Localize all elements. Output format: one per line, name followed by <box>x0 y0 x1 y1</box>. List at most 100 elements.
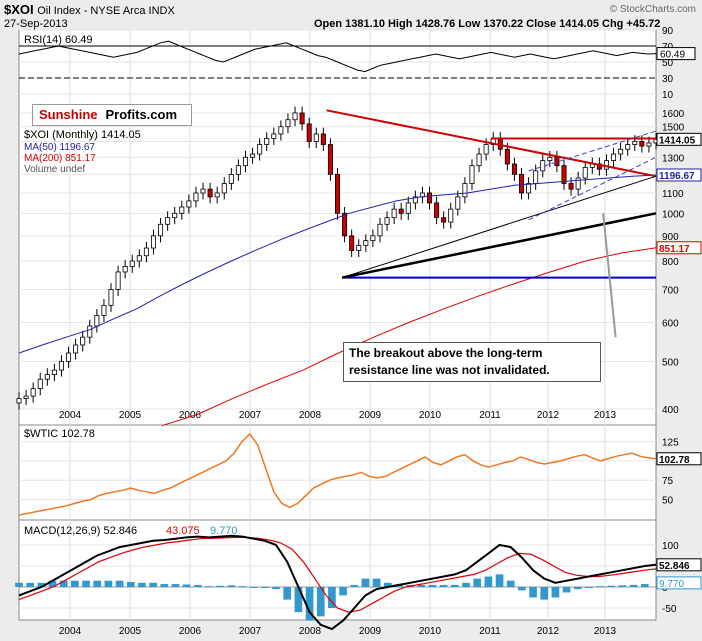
macd-histogram-bar <box>629 584 638 587</box>
macd-hist-legend: 9.770 <box>210 525 238 537</box>
macd-histogram-bar <box>138 582 146 587</box>
candle-body <box>625 144 631 150</box>
candle-body <box>611 153 617 162</box>
rsi-y-tick-label: 90 <box>662 26 674 37</box>
x-tick-label-price: 2008 <box>299 410 322 421</box>
candle-body <box>30 388 36 397</box>
macd-signal-line <box>18 536 657 613</box>
candle-body <box>441 217 447 223</box>
rsi-y-tick-label: 50 <box>662 58 674 69</box>
rsi-badge: 60.49 <box>660 50 685 61</box>
candle-body <box>122 266 128 273</box>
candle-body <box>44 374 50 380</box>
candle-body <box>356 245 362 251</box>
x-tick-label-bottom: 2011 <box>479 626 501 637</box>
rsi-y-tick-label: 10 <box>662 90 674 101</box>
macd-histogram-bar <box>361 578 370 587</box>
macd-histogram-bar <box>104 580 113 587</box>
candle-body <box>150 235 156 249</box>
macd-histogram-bar <box>395 584 403 587</box>
x-tick-label-price: 2013 <box>594 410 617 421</box>
macd-histogram-bar <box>82 580 90 587</box>
candle-body <box>511 163 517 175</box>
candle-body <box>427 192 433 204</box>
candle-body <box>136 255 142 262</box>
macd-signal-legend: 43.075 <box>166 525 200 537</box>
ma200-line <box>161 247 657 427</box>
macd-histogram-bar <box>484 576 493 587</box>
macd-histogram-bar <box>573 587 582 590</box>
macd-histogram-bar <box>540 587 549 600</box>
candle-body <box>646 142 652 147</box>
price-y-tick-label: 1600 <box>662 109 685 120</box>
x-tick-label-bottom: 2005 <box>119 626 142 637</box>
macd-y-tick-label: -50 <box>662 604 677 615</box>
macd-histogram-bar <box>529 587 537 598</box>
candle-body <box>391 208 397 219</box>
candle-body <box>370 235 376 242</box>
candle-body <box>582 166 588 179</box>
candle-body <box>257 144 263 155</box>
candle-body <box>51 369 57 375</box>
x-tick-label-price: 2006 <box>179 410 202 421</box>
wtic-y-tick-label: 50 <box>662 496 674 507</box>
x-tick-label-price: 2005 <box>119 410 142 421</box>
macd-histogram-bar <box>272 587 280 590</box>
rsi-legend: RSI(14) 60.49 <box>24 34 92 46</box>
macd-histogram-bar <box>71 580 79 587</box>
x-tick-label-bottom: 2010 <box>419 626 442 637</box>
macd-histogram-bar <box>383 582 392 587</box>
chart-date: 27-Sep-2013 <box>4 18 68 30</box>
candle-body <box>129 260 135 267</box>
macd-histogram-bar <box>261 587 269 588</box>
support-line-thin <box>342 175 657 279</box>
candle-body <box>200 188 206 194</box>
candle-body <box>377 223 383 237</box>
candle-body <box>250 153 256 158</box>
candle-body <box>292 112 298 121</box>
macd-histogram-bar <box>59 580 68 587</box>
macd-histogram-bar <box>417 584 426 587</box>
channel-upper <box>528 130 657 172</box>
candle-body <box>483 144 489 155</box>
macd-badge-box <box>656 558 702 572</box>
candle-body <box>398 208 404 214</box>
candle-body <box>23 395 29 400</box>
candle-body <box>94 315 100 327</box>
ma50-badge-box <box>656 168 702 182</box>
x-tick-label-price: 2009 <box>359 410 382 421</box>
macd-histogram-bar <box>350 584 359 587</box>
macd-histogram-bar <box>328 587 336 608</box>
macd-histogram-bar <box>450 584 459 587</box>
candle-body <box>221 183 227 194</box>
price-y-tick-label: 1000 <box>662 209 685 220</box>
macd-histogram-bar <box>518 587 526 591</box>
candle-body <box>434 202 440 219</box>
candle-body <box>73 344 79 354</box>
candle-body <box>87 325 93 338</box>
candle-body <box>519 173 525 194</box>
candle-body <box>603 160 609 170</box>
candle-body <box>299 112 305 125</box>
wtic-y-tick-label: 75 <box>662 476 674 487</box>
macd-histogram-bar <box>585 587 593 588</box>
macd-histogram-bar <box>439 584 448 587</box>
candle-body <box>193 192 199 202</box>
ma50-legend: MA(50) 1196.67 <box>24 142 95 153</box>
x-tick-label-price: 2007 <box>239 410 262 421</box>
rsi-line <box>18 40 657 73</box>
candle-body <box>547 156 553 162</box>
macd-histogram-bar <box>562 587 571 593</box>
macd-histogram-bar <box>216 585 225 587</box>
wtic-legend: $WTIC 102.78 <box>24 428 95 440</box>
rsi-badge-box <box>656 47 696 61</box>
macd-histogram-bar <box>15 582 23 587</box>
macd-histogram-bar <box>428 584 437 587</box>
ma50-badge: 1196.67 <box>659 171 695 182</box>
x-tick-label-bottom: 2007 <box>239 626 262 637</box>
ma50-line <box>18 174 657 354</box>
macd-histogram-bar <box>316 587 325 617</box>
candle-body <box>462 183 468 198</box>
macd-histogram-bar <box>149 582 157 587</box>
